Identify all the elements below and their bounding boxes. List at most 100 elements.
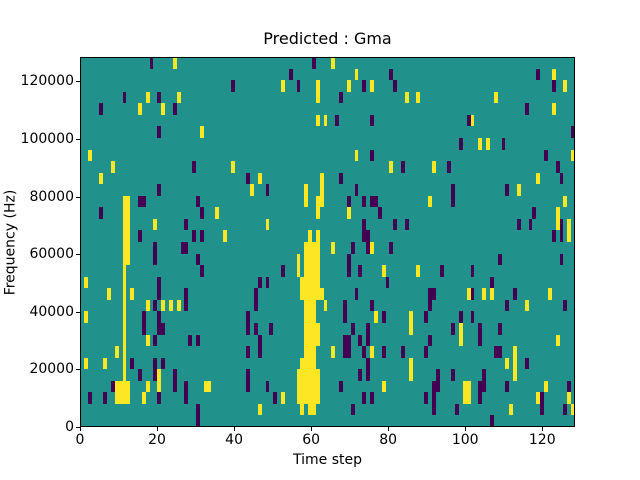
heatmap-cell bbox=[304, 299, 309, 312]
heatmap-cell bbox=[536, 172, 541, 185]
heatmap-cell bbox=[312, 242, 316, 254]
heatmap-cell bbox=[350, 322, 355, 335]
heatmap-cell bbox=[451, 195, 456, 208]
heatmap-cell bbox=[315, 91, 320, 104]
heatmap-cell bbox=[370, 392, 374, 404]
heatmap-cell bbox=[157, 311, 162, 323]
heatmap-cell bbox=[462, 392, 467, 404]
heatmap-cell bbox=[373, 195, 378, 208]
heatmap-cell bbox=[308, 311, 313, 323]
heatmap-cell bbox=[567, 218, 572, 231]
heatmap-cell bbox=[428, 195, 432, 208]
heatmap-cell bbox=[300, 392, 305, 404]
heatmap-cell bbox=[315, 253, 320, 266]
heatmap-cell bbox=[408, 369, 413, 381]
heatmap-cell bbox=[246, 380, 251, 393]
heatmap-cell bbox=[312, 276, 316, 289]
heatmap-cell bbox=[315, 195, 320, 208]
heatmap-cell bbox=[122, 276, 127, 289]
heatmap-cell bbox=[315, 369, 320, 381]
heatmap-cell bbox=[157, 126, 162, 138]
heatmap-cell bbox=[300, 276, 305, 289]
heatmap-cell bbox=[567, 380, 572, 393]
heatmap-cell bbox=[555, 218, 560, 231]
heatmap-cell bbox=[424, 392, 429, 404]
heatmap-cell bbox=[470, 288, 475, 300]
heatmap-cell bbox=[536, 68, 541, 81]
heatmap-cell bbox=[254, 288, 258, 300]
heatmap-cell bbox=[246, 346, 251, 358]
plot-title: Predicted : Gma bbox=[263, 29, 392, 48]
x-tick-label: 60 bbox=[302, 432, 321, 448]
heatmap-cell bbox=[524, 103, 529, 115]
heatmap-cell bbox=[153, 299, 158, 312]
heatmap-cell bbox=[188, 334, 193, 347]
heatmap-cell bbox=[153, 218, 158, 231]
heatmap-cell bbox=[199, 126, 204, 138]
y-axis-tick bbox=[76, 311, 80, 313]
heatmap-cell bbox=[370, 195, 374, 208]
heatmap-cell bbox=[269, 322, 274, 335]
heatmap-cell bbox=[551, 80, 556, 92]
heatmap-cell bbox=[478, 392, 483, 404]
heatmap-cell bbox=[346, 207, 351, 219]
heatmap-cell bbox=[315, 80, 320, 92]
heatmap-cell bbox=[366, 369, 371, 381]
heatmap-cell bbox=[153, 242, 158, 254]
heatmap-cell bbox=[493, 91, 498, 104]
heatmap-cell bbox=[312, 357, 316, 370]
heatmap-cell bbox=[342, 299, 347, 312]
heatmap-cell bbox=[567, 392, 572, 404]
heatmap-cell bbox=[319, 288, 324, 300]
heatmap-cell bbox=[288, 68, 293, 81]
heatmap-cell bbox=[304, 346, 309, 358]
heatmap-cell bbox=[404, 218, 409, 231]
heatmap-cell bbox=[114, 392, 119, 404]
heatmap-cell bbox=[265, 380, 270, 393]
heatmap-cell bbox=[203, 380, 208, 393]
heatmap-cell bbox=[257, 346, 262, 358]
heatmap-cell bbox=[470, 265, 475, 277]
heatmap-cell bbox=[157, 288, 162, 300]
heatmap-cell bbox=[122, 230, 127, 242]
y-tick-label: 20000 bbox=[29, 361, 74, 378]
heatmap-cell bbox=[122, 392, 127, 404]
heatmap-cell bbox=[466, 114, 471, 127]
heatmap-cell bbox=[339, 172, 343, 185]
x-axis-tick bbox=[465, 427, 467, 431]
heatmap-cell bbox=[83, 276, 88, 289]
heatmap-cell bbox=[366, 230, 371, 242]
heatmap-cell bbox=[126, 242, 131, 254]
heatmap-cell bbox=[315, 322, 320, 335]
heatmap-cell bbox=[393, 80, 398, 92]
heatmap-cell bbox=[524, 299, 529, 312]
heatmap-cell bbox=[470, 114, 475, 127]
heatmap-cell bbox=[559, 172, 564, 185]
heatmap-cell bbox=[312, 299, 316, 312]
heatmap-cell bbox=[141, 322, 146, 335]
heatmap-cell bbox=[424, 346, 429, 358]
heatmap-cell bbox=[431, 403, 436, 416]
heatmap-cell bbox=[161, 103, 166, 115]
heatmap-cell bbox=[157, 276, 162, 289]
heatmap-cell bbox=[300, 403, 305, 416]
heatmap-cell bbox=[308, 357, 313, 370]
heatmap-cell bbox=[431, 392, 436, 404]
heatmap-cell bbox=[199, 207, 204, 219]
heatmap-cell bbox=[126, 195, 131, 208]
heatmap-cell bbox=[350, 403, 355, 416]
heatmap-cell bbox=[308, 253, 313, 266]
heatmap-cell bbox=[107, 288, 111, 300]
heatmap-cell bbox=[223, 230, 227, 242]
heatmap-cell bbox=[281, 80, 285, 92]
heatmap-cell bbox=[300, 357, 305, 370]
heatmap-cell bbox=[493, 346, 498, 358]
heatmap-cell bbox=[451, 184, 456, 196]
heatmap-cell bbox=[312, 253, 316, 266]
heatmap-cell bbox=[254, 299, 258, 312]
heatmap-cell bbox=[428, 334, 432, 347]
heatmap-cell bbox=[366, 322, 371, 335]
heatmap-cell bbox=[312, 403, 316, 416]
heatmap-cell bbox=[312, 265, 316, 277]
heatmap-cell bbox=[555, 161, 560, 173]
